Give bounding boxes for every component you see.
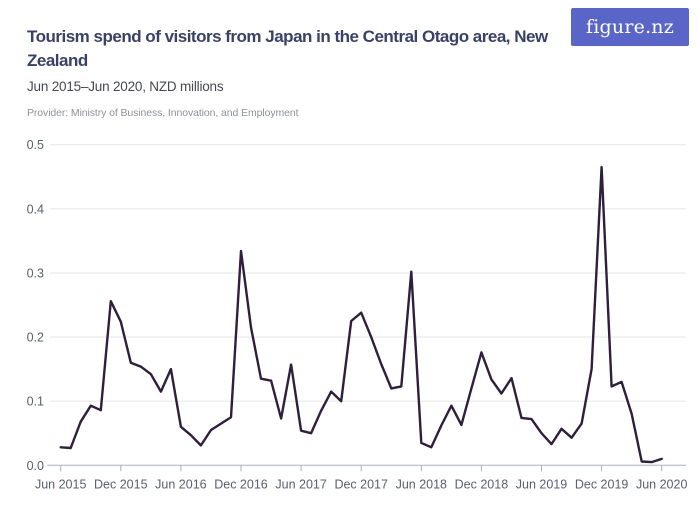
x-tick-label: Jun 2018 bbox=[396, 477, 447, 491]
page-title: Tourism spend of visitors from Japan in … bbox=[27, 27, 548, 70]
y-tick-label: 0.4 bbox=[27, 202, 44, 216]
y-tick-label: 0.2 bbox=[27, 331, 44, 345]
chart-area: 0.0 0.1 0.2 0.3 0.4 0.5 Jun 2015 Dec 2015 Jun 20… bbox=[0, 130, 700, 525]
y-tick-label: 0.5 bbox=[27, 138, 44, 152]
x-tick-label: Dec 2015 bbox=[94, 477, 148, 491]
tourism-spend-line-chart: 0.0 0.1 0.2 0.3 0.4 0.5 Jun 2015 Dec 2015 Jun 20… bbox=[27, 138, 688, 491]
x-tick-label: Jun 2020 bbox=[636, 477, 687, 491]
figure-nz-logo-text: figure.nz bbox=[586, 16, 674, 38]
page-subtitle: Jun 2015–Jun 2020, NZD millions bbox=[27, 79, 224, 94]
y-tick-label: 0.0 bbox=[27, 459, 44, 473]
y-tick-label: 0.1 bbox=[27, 395, 44, 409]
x-tick-label: Dec 2018 bbox=[455, 477, 509, 491]
x-tick-label: Jun 2017 bbox=[275, 477, 326, 491]
x-tick-label: Jun 2015 bbox=[35, 477, 86, 491]
figure-nz-logo[interactable]: figure.nz bbox=[571, 8, 689, 46]
x-tick-label: Jun 2016 bbox=[155, 477, 206, 491]
x-tick-label: Dec 2019 bbox=[575, 477, 629, 491]
provider-note: Provider: Ministry of Business, Innovati… bbox=[27, 107, 299, 119]
x-tick-label: Dec 2016 bbox=[214, 477, 268, 491]
tourism-spend-series-line bbox=[59, 165, 663, 464]
x-tick-label: Dec 2017 bbox=[334, 477, 388, 491]
x-tick-label: Jun 2019 bbox=[516, 477, 567, 491]
y-tick-label: 0.3 bbox=[27, 266, 44, 280]
